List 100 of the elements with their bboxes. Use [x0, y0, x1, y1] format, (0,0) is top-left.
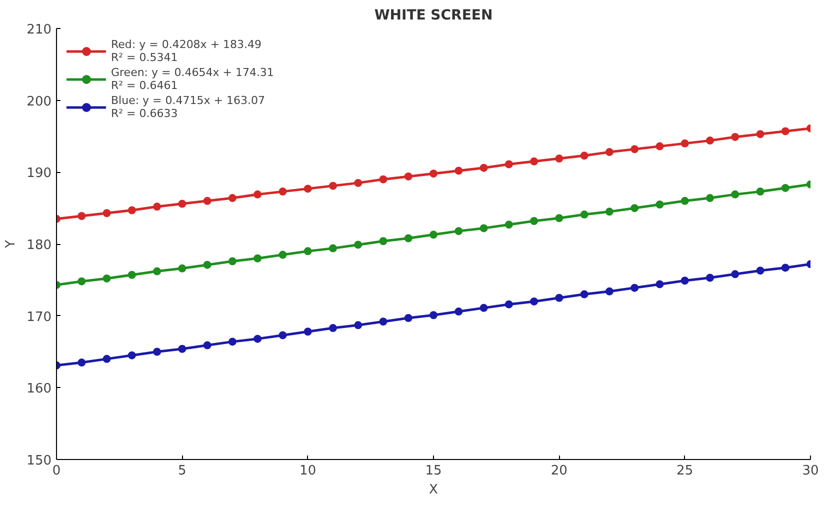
point [480, 164, 488, 172]
point [203, 260, 212, 269]
point [254, 334, 262, 343]
point [731, 270, 740, 278]
point [102, 274, 111, 282]
point [328, 244, 337, 252]
point [781, 127, 790, 136]
point [379, 237, 388, 246]
point [278, 250, 287, 259]
x-tick-label: 0 [52, 464, 61, 478]
point [278, 331, 287, 340]
point [605, 148, 614, 156]
point [78, 277, 86, 286]
point [128, 206, 136, 214]
point [756, 188, 764, 196]
point [228, 257, 236, 266]
point [504, 300, 513, 308]
x-axis-title: X [429, 482, 438, 498]
point [379, 318, 388, 326]
point [78, 212, 86, 220]
y-tick-label: 170 [26, 310, 52, 325]
legend-label: Green: y = 0.4654x + 174.31 R² = 0.6461 [111, 66, 274, 92]
x-tick-label: 30 [802, 464, 819, 478]
point [254, 190, 262, 198]
point [781, 264, 790, 272]
point [530, 297, 538, 306]
point [555, 294, 564, 302]
point [656, 200, 664, 208]
point [454, 166, 463, 175]
point [656, 280, 664, 288]
point [404, 234, 412, 242]
point [228, 194, 236, 202]
point [102, 209, 111, 218]
point [731, 132, 740, 141]
point [304, 328, 312, 336]
point [228, 338, 236, 346]
point [379, 175, 388, 184]
point [404, 314, 412, 322]
point [605, 287, 614, 296]
point [304, 247, 312, 256]
point [530, 157, 538, 166]
point [153, 348, 162, 356]
point [78, 358, 86, 367]
point [756, 130, 764, 138]
point [203, 341, 212, 350]
y-tick-label: 160 [26, 382, 52, 397]
point [504, 220, 513, 229]
x-tick-label: 5 [178, 464, 186, 478]
y-tick-label: 190 [26, 166, 52, 182]
point [781, 184, 790, 192]
point [128, 270, 136, 279]
chart-title: WHITE SCREEN [374, 8, 493, 24]
point [680, 196, 689, 205]
y-tick-label: 210 [26, 22, 52, 38]
point [354, 240, 362, 249]
point [656, 142, 664, 150]
point [178, 344, 186, 353]
point [128, 351, 136, 360]
point [304, 184, 312, 193]
point [630, 204, 639, 212]
point [580, 210, 588, 219]
point [328, 324, 337, 332]
point [430, 311, 438, 320]
point [706, 136, 714, 145]
point [153, 202, 162, 211]
point [354, 178, 362, 187]
point [430, 170, 438, 178]
point [278, 188, 287, 196]
y-tick-label: 180 [26, 238, 52, 253]
point [555, 154, 564, 163]
point [605, 208, 614, 216]
point [580, 290, 588, 298]
point [480, 224, 488, 232]
point [706, 194, 714, 202]
y-tick-label: 200 [26, 94, 52, 110]
point [530, 217, 538, 226]
point [454, 308, 463, 316]
point [680, 276, 689, 285]
point [178, 200, 186, 208]
legend-label: Red: y = 0.4208x + 183.49 R² = 0.5341 [111, 38, 262, 64]
point [354, 321, 362, 330]
point [756, 266, 764, 275]
point [680, 139, 689, 148]
point [328, 182, 337, 190]
point [706, 274, 714, 282]
point [254, 254, 262, 262]
x-tick-label: 15 [425, 464, 442, 478]
y-tick-label: 150 [26, 454, 52, 468]
point [102, 354, 111, 363]
point [555, 214, 564, 222]
x-tick-label: 25 [676, 464, 694, 478]
point [430, 230, 438, 239]
point [178, 264, 186, 272]
point [731, 190, 740, 198]
point [404, 172, 412, 180]
legend-label: Blue: y = 0.4715x + 163.07 R² = 0.6633 [111, 94, 265, 120]
point [630, 145, 639, 154]
point [153, 267, 162, 276]
x-tick-label: 10 [300, 464, 316, 478]
x-tick-label: 20 [550, 464, 568, 478]
